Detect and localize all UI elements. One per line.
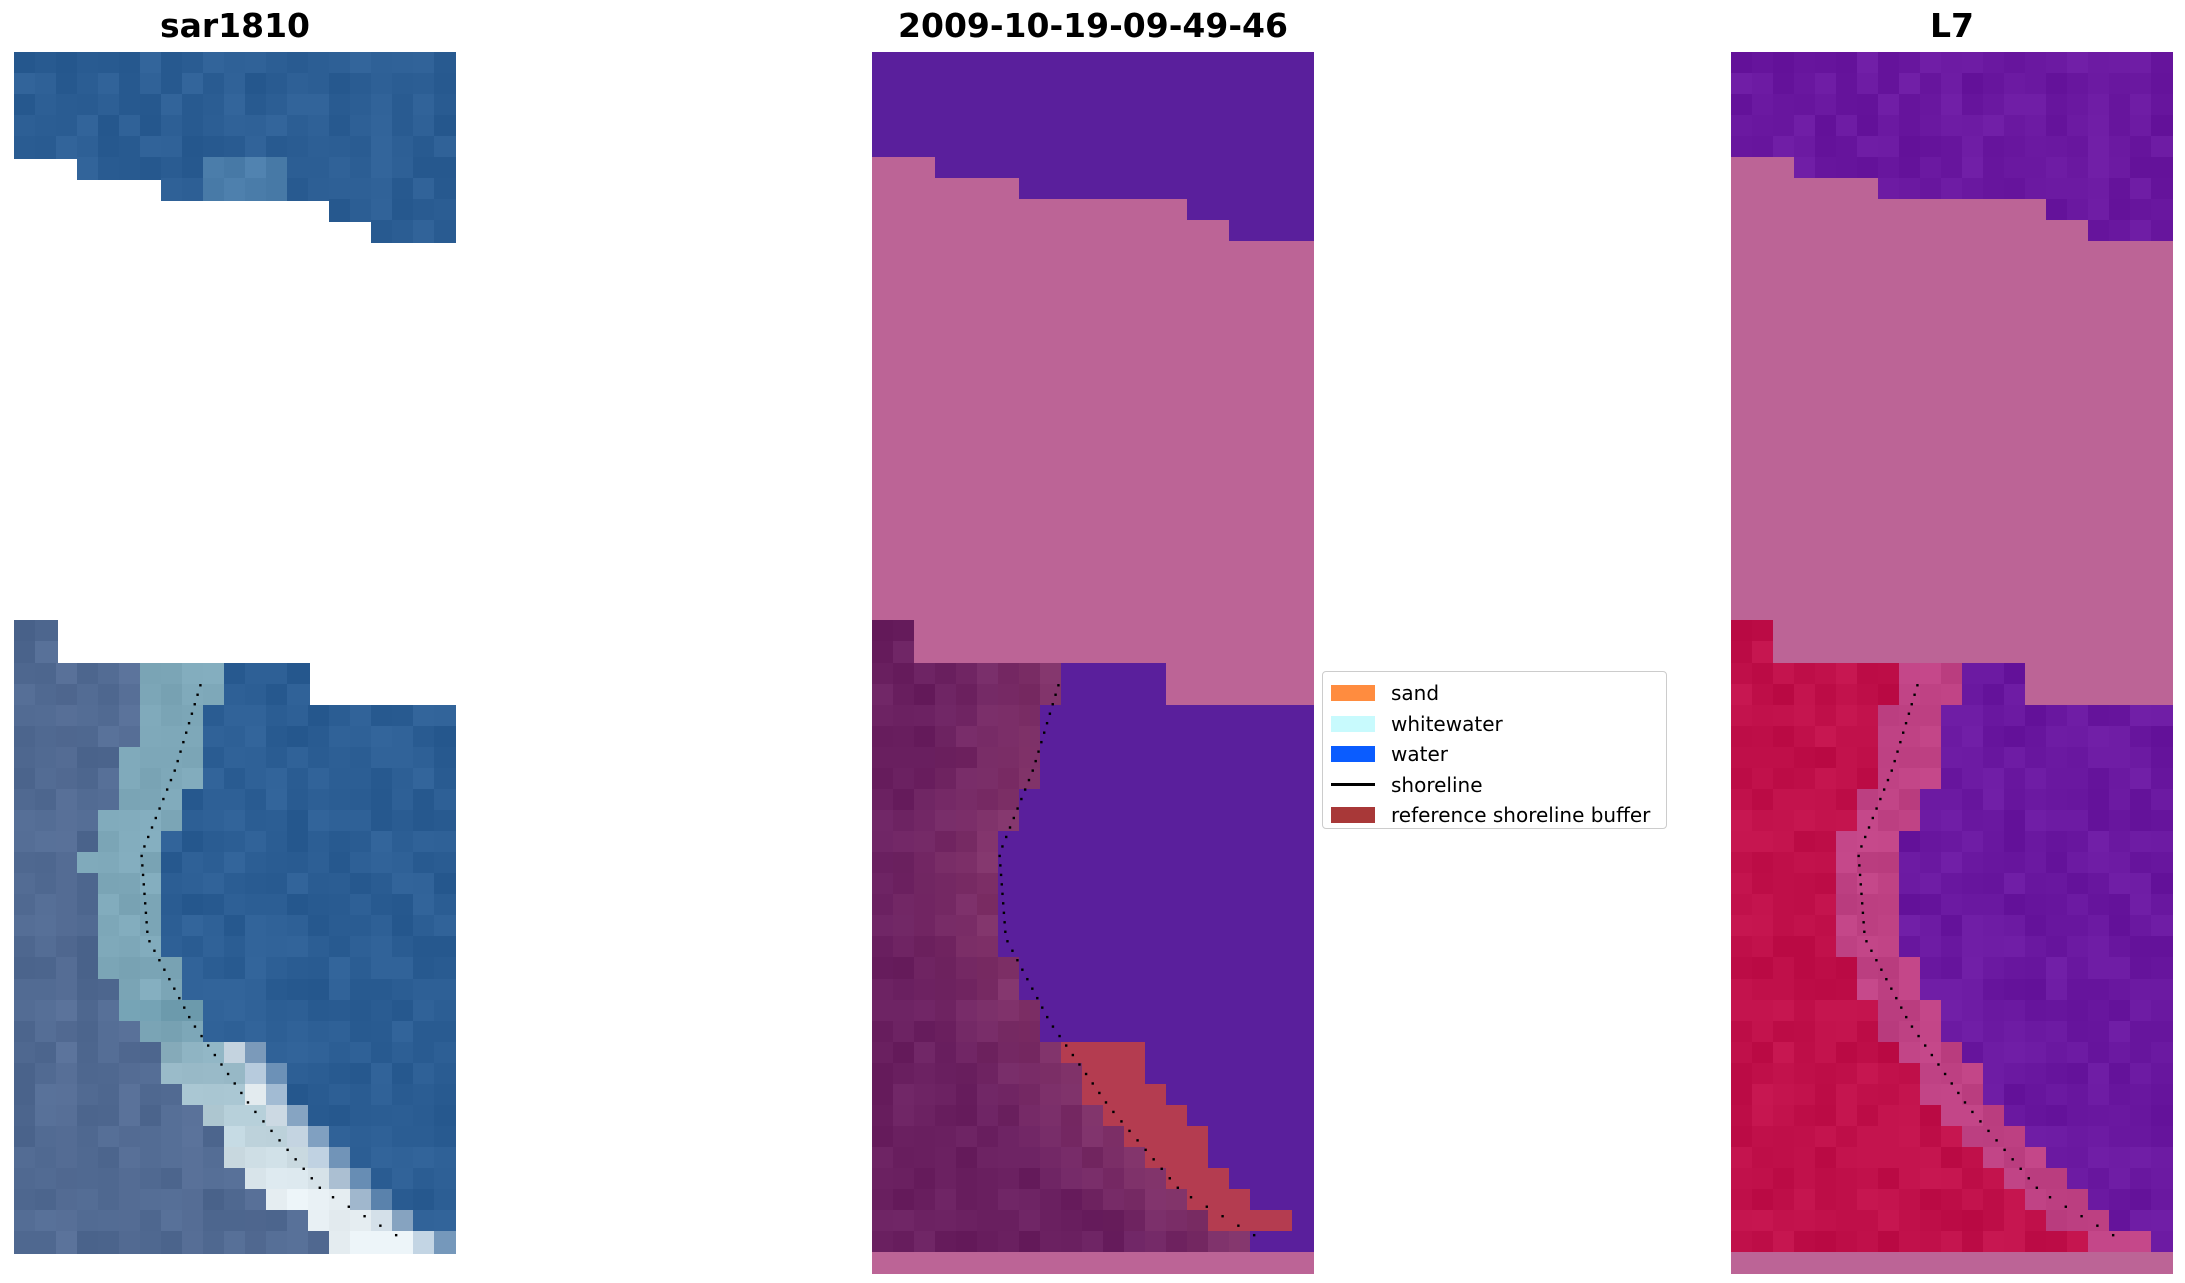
legend-label-water: water bbox=[1391, 742, 1448, 767]
classified-image-panel bbox=[872, 52, 1314, 1274]
panel-title-index: L7 bbox=[1930, 6, 1974, 45]
legend-swatch-shoreline bbox=[1331, 783, 1375, 787]
legend-item-whitewater: whitewater bbox=[1331, 709, 1658, 740]
legend: sand whitewater water shoreline referenc… bbox=[1322, 671, 1667, 829]
index-image-panel bbox=[1731, 52, 2173, 1274]
legend-swatch-reference-buffer bbox=[1331, 807, 1375, 824]
legend-item-water: water bbox=[1331, 739, 1658, 770]
panel-title-date: 2009-10-19-09-49-46 bbox=[898, 6, 1288, 45]
legend-label-whitewater: whitewater bbox=[1391, 711, 1503, 736]
rgb-image-panel bbox=[14, 52, 456, 1274]
legend-item-shoreline: shoreline bbox=[1331, 770, 1658, 801]
legend-item-sand: sand bbox=[1331, 678, 1658, 709]
legend-swatch-whitewater bbox=[1331, 715, 1375, 732]
legend-label-reference-buffer: reference shoreline buffer bbox=[1391, 803, 1651, 828]
legend-label-sand: sand bbox=[1391, 681, 1440, 706]
legend-item-reference-buffer: reference shoreline buffer bbox=[1331, 800, 1658, 831]
legend-label-shoreline: shoreline bbox=[1391, 772, 1483, 797]
panel-title-rgb: sar1810 bbox=[159, 6, 311, 45]
legend-swatch-sand bbox=[1331, 685, 1375, 702]
legend-swatch-water bbox=[1331, 746, 1375, 763]
